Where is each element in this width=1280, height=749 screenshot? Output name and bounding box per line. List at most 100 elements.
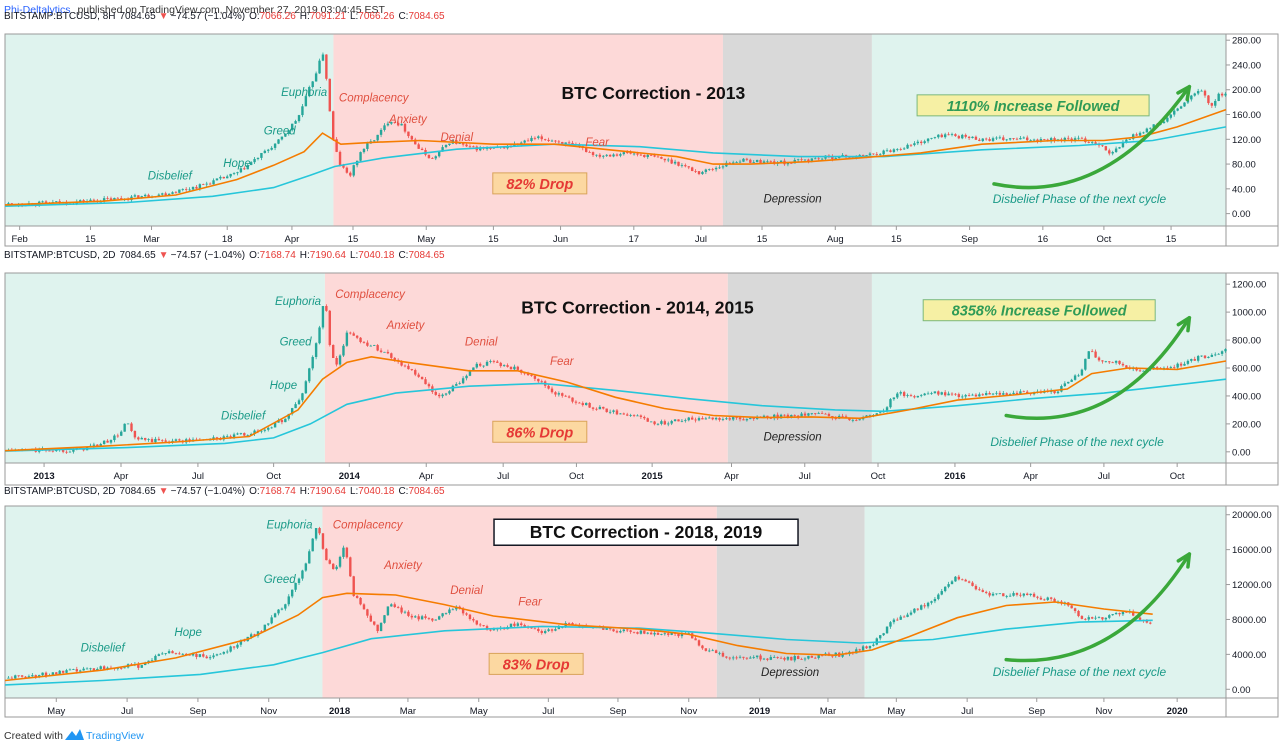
- ohlc-l-value: 7040.18: [358, 486, 395, 497]
- chart-panel-1: BITSTAMP:BTCUSD, 8H 7084.65 ▼ −74.57 (−1.04…: [4, 11, 1279, 247]
- candle-body: [1043, 139, 1046, 140]
- x-tick-label: Sep: [961, 234, 978, 245]
- candle-body: [803, 159, 807, 161]
- candle-body: [749, 417, 752, 420]
- increase-label: 1110% Increase Followed: [947, 99, 1121, 115]
- down-arrow-icon: ▼: [159, 250, 169, 261]
- candle-body: [48, 450, 51, 452]
- candle-body: [458, 143, 461, 144]
- ohlc-l-value: 7066.26: [358, 11, 395, 22]
- candle-body: [728, 418, 731, 420]
- candle-body: [485, 361, 489, 366]
- candle-body: [937, 391, 940, 395]
- candle-body: [858, 154, 861, 156]
- candle-body: [468, 370, 472, 376]
- candle-body: [1200, 90, 1203, 92]
- candle-body: [492, 629, 496, 631]
- sentiment-label: Fear: [550, 356, 575, 368]
- arrow-head-icon: [1176, 552, 1192, 569]
- bull-cycle-region: [5, 273, 325, 463]
- candle-body: [314, 73, 318, 82]
- footer-brand[interactable]: TradingView: [86, 730, 144, 742]
- candle-body: [790, 656, 793, 661]
- y-tick-label: 40.00: [1232, 184, 1256, 195]
- candle-body: [964, 134, 967, 137]
- candle-body: [89, 199, 92, 202]
- ohlc-o-value: 7168.74: [260, 250, 297, 261]
- short-moving-average-line: [4, 355, 1227, 452]
- symbol-header: BITSTAMP:BTCUSD, 2D 7084.65 ▼ −74.57 (−1.04…: [4, 486, 445, 497]
- x-tick-label: 2015: [642, 471, 664, 482]
- candle-body: [1097, 617, 1101, 619]
- next-cycle-label: Disbelief Phase of the next cycle: [993, 192, 1167, 206]
- candle-body: [967, 581, 971, 583]
- x-tick-label: Jun: [553, 234, 568, 245]
- candle-body: [400, 361, 403, 366]
- short-moving-average-line: [4, 108, 1227, 206]
- candle-body: [882, 150, 885, 155]
- candle-body: [533, 628, 537, 630]
- candle-body: [721, 652, 725, 657]
- candle-body: [766, 658, 769, 660]
- candle-body: [345, 332, 349, 346]
- candle-body: [1036, 596, 1039, 598]
- candle-body: [1060, 386, 1063, 392]
- candle-body: [287, 413, 290, 419]
- candle-body: [355, 595, 359, 598]
- candle-body: [362, 148, 366, 153]
- candle-body: [232, 646, 236, 648]
- candle-body: [1118, 613, 1121, 615]
- candle-body: [909, 395, 913, 397]
- candle-body: [629, 152, 632, 154]
- candle-body: [670, 159, 673, 164]
- drop-box: [492, 172, 588, 195]
- candle-body: [407, 611, 410, 616]
- candle-body: [790, 162, 793, 164]
- candle-body: [540, 631, 543, 634]
- candle-body: [550, 140, 554, 142]
- sentiment-label: Fear: [585, 137, 610, 149]
- candle-body: [417, 616, 420, 620]
- candle-body: [126, 423, 130, 425]
- candle-body: [260, 631, 263, 633]
- candle-body: [615, 154, 619, 156]
- candle-body: [786, 656, 790, 660]
- candle-body: [721, 419, 725, 420]
- candle-body: [222, 176, 226, 179]
- candle-body: [701, 418, 704, 420]
- candle-body: [656, 632, 660, 635]
- candle-body: [571, 623, 574, 625]
- candle-body: [106, 440, 109, 443]
- candle-body: [632, 153, 636, 155]
- candle-body: [608, 154, 612, 157]
- candle-body: [448, 143, 451, 145]
- candle-body: [335, 357, 338, 365]
- candle-body: [957, 394, 961, 397]
- candle-body: [868, 415, 872, 416]
- candle-body: [171, 651, 174, 654]
- candle-body: [212, 655, 215, 658]
- candle-body: [913, 396, 916, 398]
- candle-body: [865, 646, 868, 649]
- candle-body: [626, 629, 629, 631]
- candles: [7, 526, 1152, 679]
- candle-body: [444, 144, 448, 148]
- candle-body: [1019, 594, 1022, 596]
- candle-body: [673, 161, 677, 164]
- author-link[interactable]: Phi-Deltalytics: [4, 4, 71, 16]
- symbol-header: BITSTAMP:BTCUSD, 2D 7084.65 ▼ −74.57 (−1.04…: [4, 250, 445, 261]
- candle-body: [328, 310, 331, 345]
- candle-body: [202, 184, 205, 186]
- candle-body: [376, 134, 379, 141]
- candle-body: [855, 649, 858, 654]
- candle-body: [721, 166, 725, 168]
- candle-body: [1214, 354, 1217, 356]
- y-tick-label: 4000.00: [1232, 650, 1266, 661]
- candle-body: [96, 668, 99, 671]
- x-tick-label: May: [887, 706, 905, 717]
- candle-body: [140, 665, 143, 668]
- x-tick-label: Apr: [1023, 471, 1038, 482]
- candle-body: [1019, 391, 1022, 394]
- candle-body: [745, 657, 749, 659]
- x-tick-label: 2016: [944, 471, 965, 482]
